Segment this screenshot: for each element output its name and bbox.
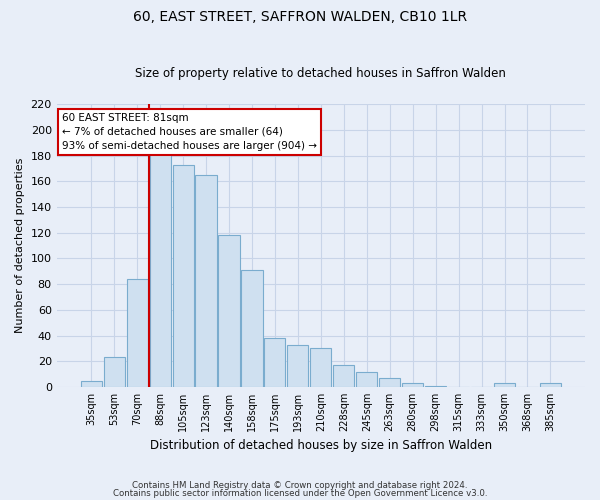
Bar <box>287 344 308 387</box>
Bar <box>379 378 400 387</box>
Bar <box>356 372 377 387</box>
Bar <box>241 270 263 387</box>
Bar <box>310 348 331 387</box>
Bar <box>173 164 194 387</box>
Bar <box>402 383 423 387</box>
Bar <box>104 358 125 387</box>
Text: Contains public sector information licensed under the Open Government Licence v3: Contains public sector information licen… <box>113 488 487 498</box>
Bar <box>540 383 561 387</box>
Bar <box>196 175 217 387</box>
Bar <box>149 154 170 387</box>
Bar <box>80 380 102 387</box>
Y-axis label: Number of detached properties: Number of detached properties <box>15 158 25 334</box>
Bar <box>494 383 515 387</box>
Bar <box>265 338 286 387</box>
Text: 60 EAST STREET: 81sqm
← 7% of detached houses are smaller (64)
93% of semi-detac: 60 EAST STREET: 81sqm ← 7% of detached h… <box>62 113 317 151</box>
Bar <box>425 386 446 387</box>
Bar <box>127 279 148 387</box>
Bar <box>218 236 239 387</box>
Text: 60, EAST STREET, SAFFRON WALDEN, CB10 1LR: 60, EAST STREET, SAFFRON WALDEN, CB10 1L… <box>133 10 467 24</box>
Title: Size of property relative to detached houses in Saffron Walden: Size of property relative to detached ho… <box>136 66 506 80</box>
Bar <box>333 365 355 387</box>
X-axis label: Distribution of detached houses by size in Saffron Walden: Distribution of detached houses by size … <box>150 440 492 452</box>
Text: Contains HM Land Registry data © Crown copyright and database right 2024.: Contains HM Land Registry data © Crown c… <box>132 481 468 490</box>
